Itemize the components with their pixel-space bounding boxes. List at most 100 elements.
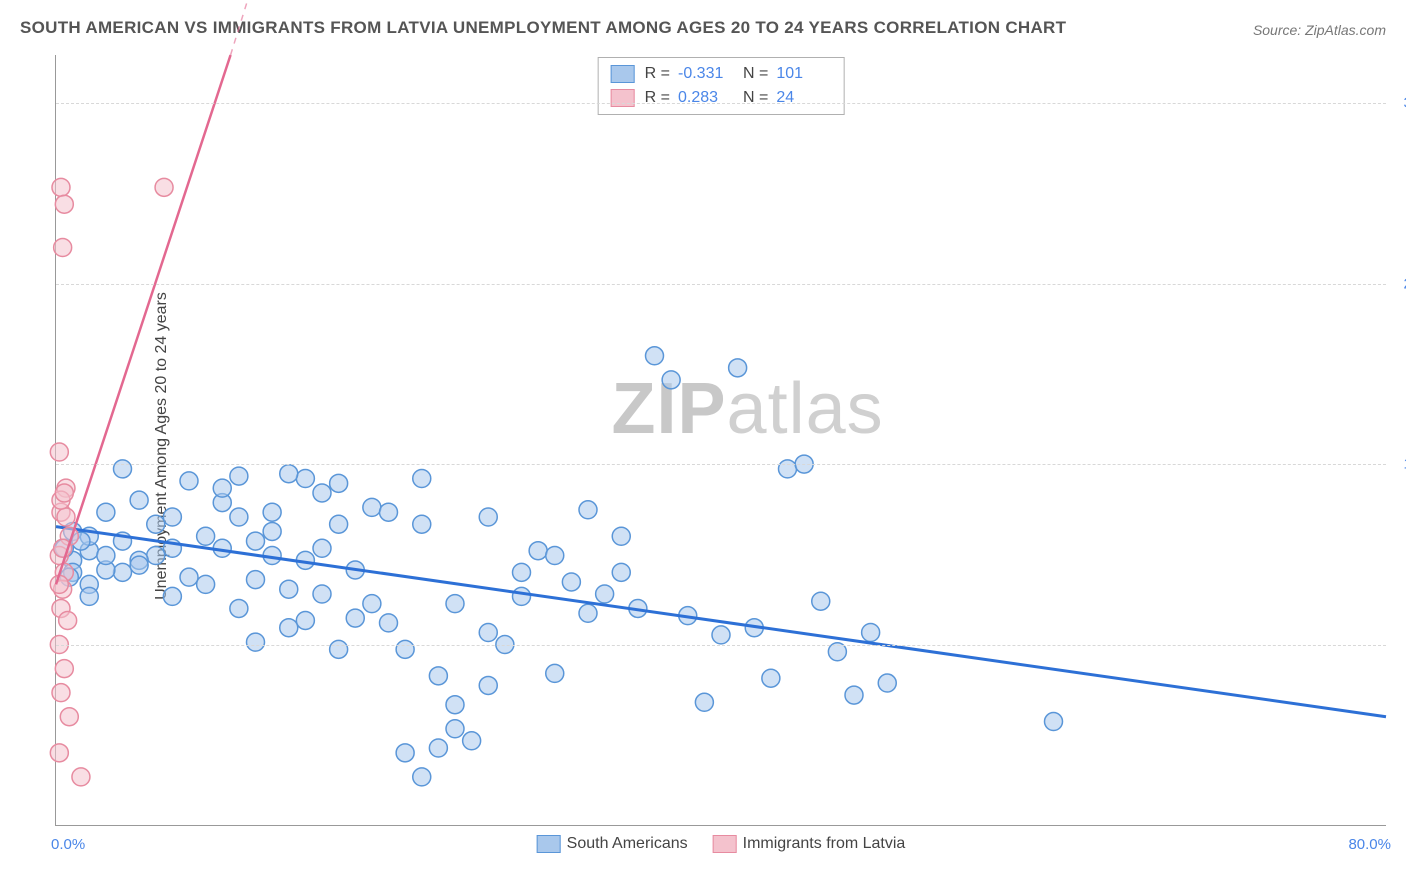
data-point — [396, 744, 414, 762]
legend: South Americans Immigrants from Latvia — [537, 835, 906, 853]
data-point — [296, 470, 314, 488]
data-point — [55, 195, 73, 213]
data-point — [363, 595, 381, 613]
data-point — [330, 474, 348, 492]
data-point — [180, 568, 198, 586]
data-point — [596, 585, 614, 603]
x-tick-max: 80.0% — [1348, 836, 1391, 853]
data-point — [313, 539, 331, 557]
data-point — [346, 609, 364, 627]
legend-swatch — [713, 835, 737, 853]
data-point — [50, 443, 68, 461]
data-point — [313, 585, 331, 603]
data-point — [50, 744, 68, 762]
data-point — [446, 696, 464, 714]
grid-line — [56, 284, 1386, 285]
data-point — [230, 467, 248, 485]
grid-line — [56, 645, 1386, 646]
data-point — [55, 484, 73, 502]
data-point — [313, 484, 331, 502]
data-point — [280, 465, 298, 483]
data-point — [380, 503, 398, 521]
data-point — [845, 686, 863, 704]
legend-swatch — [537, 835, 561, 853]
data-point — [57, 508, 75, 526]
data-point — [114, 460, 132, 478]
y-tick-label: 15.0% — [1391, 456, 1406, 473]
data-point — [263, 503, 281, 521]
data-point — [812, 592, 830, 610]
data-point — [878, 674, 896, 692]
legend-label: South Americans — [567, 835, 688, 853]
grid-line — [56, 464, 1386, 465]
chart-container: SOUTH AMERICAN VS IMMIGRANTS FROM LATVIA… — [0, 0, 1406, 892]
y-tick-label: 22.5% — [1391, 275, 1406, 292]
data-point — [147, 547, 165, 565]
data-point — [446, 595, 464, 613]
data-point — [114, 563, 132, 581]
data-point — [263, 522, 281, 540]
data-point — [197, 575, 215, 593]
data-point — [413, 470, 431, 488]
data-point — [180, 472, 198, 490]
data-point — [296, 611, 314, 629]
data-point — [247, 532, 265, 550]
data-point — [163, 508, 181, 526]
data-point — [247, 633, 265, 651]
x-tick-min: 0.0% — [51, 836, 85, 853]
data-point — [612, 527, 630, 545]
data-point — [147, 515, 165, 533]
data-point — [55, 660, 73, 678]
y-tick-label: 7.5% — [1391, 636, 1406, 653]
data-point — [463, 732, 481, 750]
data-point — [1045, 713, 1063, 731]
data-point — [546, 547, 564, 565]
data-point — [280, 619, 298, 637]
data-point — [80, 587, 98, 605]
data-point — [97, 503, 115, 521]
data-point — [862, 624, 880, 642]
data-point — [579, 501, 597, 519]
data-point — [579, 604, 597, 622]
data-point — [779, 460, 797, 478]
data-point — [712, 626, 730, 644]
data-point — [662, 371, 680, 389]
data-point — [479, 508, 497, 526]
data-point — [429, 739, 447, 757]
chart-title: SOUTH AMERICAN VS IMMIGRANTS FROM LATVIA… — [20, 18, 1066, 38]
legend-label: Immigrants from Latvia — [743, 835, 906, 853]
data-point — [52, 684, 70, 702]
data-point — [60, 708, 78, 726]
data-point — [546, 664, 564, 682]
data-point — [330, 515, 348, 533]
data-point — [230, 508, 248, 526]
data-point — [163, 587, 181, 605]
data-point — [72, 768, 90, 786]
data-point — [529, 542, 547, 560]
data-point — [213, 479, 231, 497]
data-point — [396, 640, 414, 658]
data-point — [479, 676, 497, 694]
data-point — [562, 573, 580, 591]
trend-line — [56, 527, 1386, 717]
data-point — [52, 178, 70, 196]
plot-area: ZIPatlas R =-0.331N =101R =0.283N =24 0.… — [55, 55, 1386, 826]
data-point — [247, 571, 265, 589]
data-point — [130, 491, 148, 509]
data-point — [646, 347, 664, 365]
data-point — [363, 498, 381, 516]
legend-item: Immigrants from Latvia — [713, 835, 906, 853]
scatter-canvas — [56, 55, 1386, 825]
data-point — [330, 640, 348, 658]
data-point — [197, 527, 215, 545]
data-point — [429, 667, 447, 685]
legend-item: South Americans — [537, 835, 688, 853]
data-point — [130, 556, 148, 574]
data-point — [280, 580, 298, 598]
data-point — [380, 614, 398, 632]
data-point — [479, 624, 497, 642]
data-point — [97, 547, 115, 565]
data-point — [59, 611, 77, 629]
data-point — [612, 563, 630, 581]
data-point — [513, 563, 531, 581]
